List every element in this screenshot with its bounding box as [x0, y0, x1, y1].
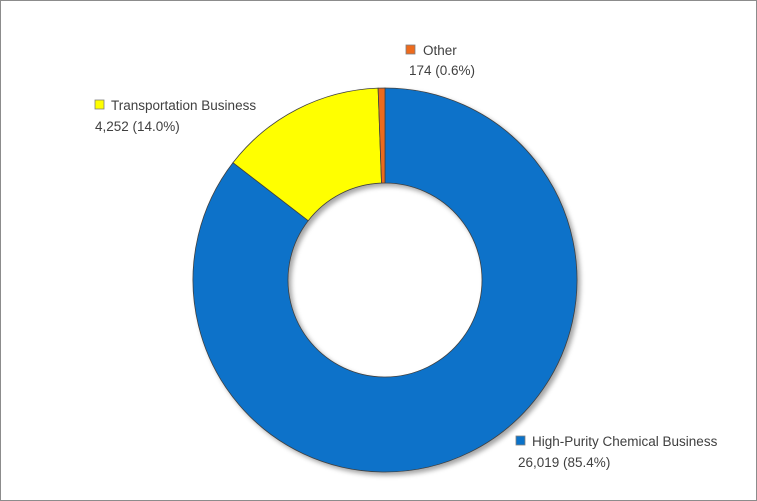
label-high-purity: High-Purity Chemical Business 26,019 (85…: [515, 434, 718, 470]
legend-swatch-high-purity: [515, 435, 526, 446]
slice-value-transportation: 4,252 (14.0%): [95, 119, 180, 134]
legend-swatch-other: [405, 44, 416, 55]
slice-other: [377, 87, 386, 184]
label-other: Other 174 (0.6%): [405, 43, 475, 78]
slice-value-other: 174 (0.6%): [409, 63, 475, 78]
slice-value-high-purity: 26,019 (85.4%): [518, 455, 610, 470]
label-transportation: Transportation Business 4,252 (14.0%): [94, 98, 256, 134]
slice-name-transportation: Transportation Business: [111, 98, 256, 113]
legend-swatch-transportation: [94, 99, 105, 110]
slice-name-high-purity: High-Purity Chemical Business: [532, 434, 718, 449]
slice-high-purity: [192, 87, 578, 473]
slice-name-other: Other: [423, 43, 457, 58]
